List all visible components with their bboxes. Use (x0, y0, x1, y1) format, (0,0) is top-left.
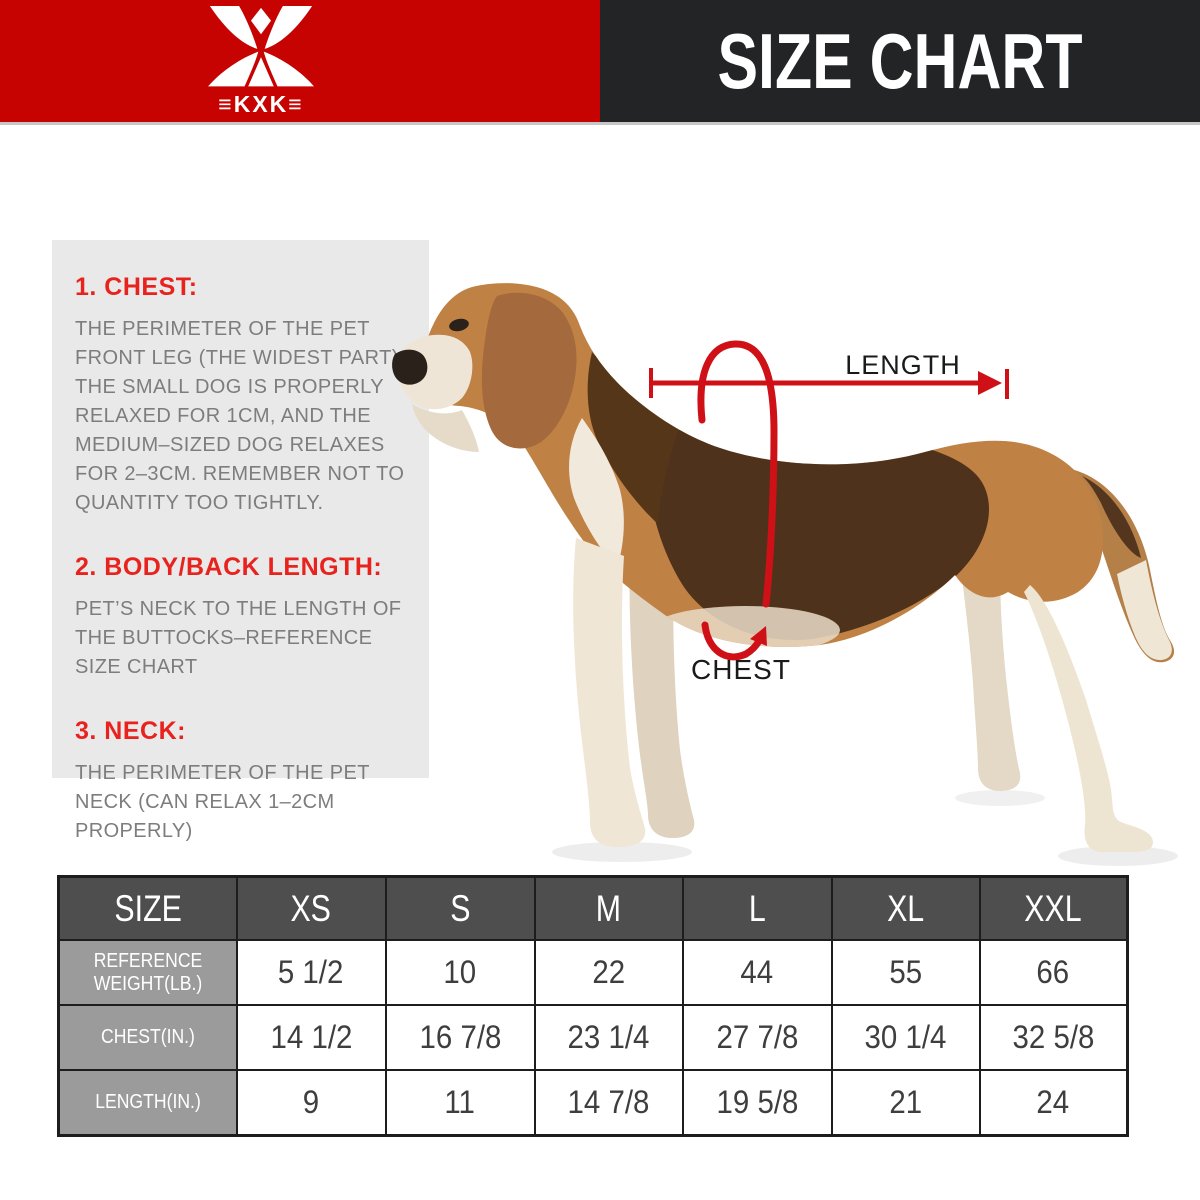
brand-logo: ≡KXK≡ (202, 6, 320, 118)
chest-girth-loop-icon (697, 340, 778, 608)
size-value-cell: 10 (384, 939, 536, 1006)
size-value-cell: 14 7/8 (533, 1069, 684, 1137)
size-value-cell: 27 7/8 (681, 1004, 833, 1071)
instructions-panel: 1. CHEST: THE PERIMETER OF THE PET FRONT… (52, 240, 429, 842)
size-table-header-cell: XL (830, 875, 981, 941)
length-label: LENGTH (845, 350, 961, 380)
section-heading: 3. NECK: (75, 717, 186, 745)
row-label-cell: CHEST(IN.) (57, 1004, 238, 1071)
section-heading: 1. CHEST: (75, 273, 198, 301)
size-value-cell: 44 (681, 939, 833, 1006)
size-value-cell: 9 (235, 1069, 387, 1137)
table-row-length: LENGTH(IN.) 9 11 14 7/8 19 5/8 21 24 (57, 1069, 1129, 1137)
size-table-header-cell: SIZE (57, 875, 238, 941)
brand-wordmark: ≡KXK≡ (218, 91, 304, 117)
size-table-header-cell: S (384, 875, 536, 941)
size-value-cell: 66 (978, 939, 1129, 1006)
table-header-row: SIZE XS S M L XL XXL (57, 875, 1129, 941)
size-value-cell: 22 (533, 939, 684, 1006)
size-table: SIZE XS S M L XL XXL REFERENCE WEIGHT(LB… (57, 875, 1129, 1137)
chest-arrow-icon (701, 621, 767, 661)
size-value-cell: 11 (384, 1069, 536, 1137)
section-body: THE PERIMETER OF THE PET FRONT LEG (THE … (75, 318, 405, 514)
size-value-cell: 30 1/4 (830, 1004, 981, 1071)
kxk-butterfly-x-icon (208, 6, 314, 87)
row-label-cell: REFERENCE WEIGHT(LB.) (57, 939, 238, 1006)
row-label-cell: LENGTH(IN.) (57, 1069, 238, 1137)
brand-banner: ≡KXK≡ (0, 0, 600, 122)
size-value-cell: 55 (830, 939, 981, 1006)
size-table-header-cell: M (533, 875, 684, 941)
size-value-cell: 14 1/2 (235, 1004, 387, 1071)
chest-label: CHEST (691, 654, 791, 685)
size-value-cell: 24 (978, 1069, 1129, 1137)
size-value-cell: 21 (830, 1069, 981, 1137)
size-value-cell: 16 7/8 (384, 1004, 536, 1071)
length-arrow-icon (649, 368, 1009, 399)
beagle-dog-photo (392, 283, 1178, 866)
instruction-section-chest: 1. CHEST: THE PERIMETER OF THE PET FRONT… (75, 273, 411, 518)
measurement-annotations: LENGTH CHEST (649, 340, 1009, 685)
size-value-cell: 19 5/8 (681, 1069, 833, 1137)
size-value-cell: 23 1/4 (533, 1004, 684, 1071)
title-banner: SIZE CHART (600, 0, 1200, 122)
section-body: PET’S NECK TO THE LENGTH OF THE BUTTOCKS… (75, 598, 402, 678)
section-body: THE PERIMETER OF THE PET NECK (CAN RELAX… (75, 762, 370, 842)
instruction-section-body-length: 2. BODY/BACK LENGTH: PET’S NECK TO THE L… (75, 553, 411, 682)
size-table-header-cell: XS (235, 875, 387, 941)
size-table-container: SIZE XS S M L XL XXL REFERENCE WEIGHT(LB… (57, 875, 1129, 1137)
table-row-chest: CHEST(IN.) 14 1/2 16 7/8 23 1/4 27 7/8 3… (57, 1004, 1129, 1071)
size-value-cell: 32 5/8 (978, 1004, 1129, 1071)
table-row-weight: REFERENCE WEIGHT(LB.) 5 1/2 10 22 44 55 … (57, 939, 1129, 1006)
section-heading: 2. BODY/BACK LENGTH: (75, 553, 383, 581)
page-title: SIZE CHART (717, 17, 1083, 105)
size-value-cell: 5 1/2 (235, 939, 387, 1006)
size-table-header-cell: L (681, 875, 833, 941)
size-table-header-cell: XXL (978, 875, 1129, 941)
header-divider (0, 122, 1200, 125)
instruction-section-neck: 3. NECK: THE PERIMETER OF THE PET NECK (… (75, 717, 411, 846)
